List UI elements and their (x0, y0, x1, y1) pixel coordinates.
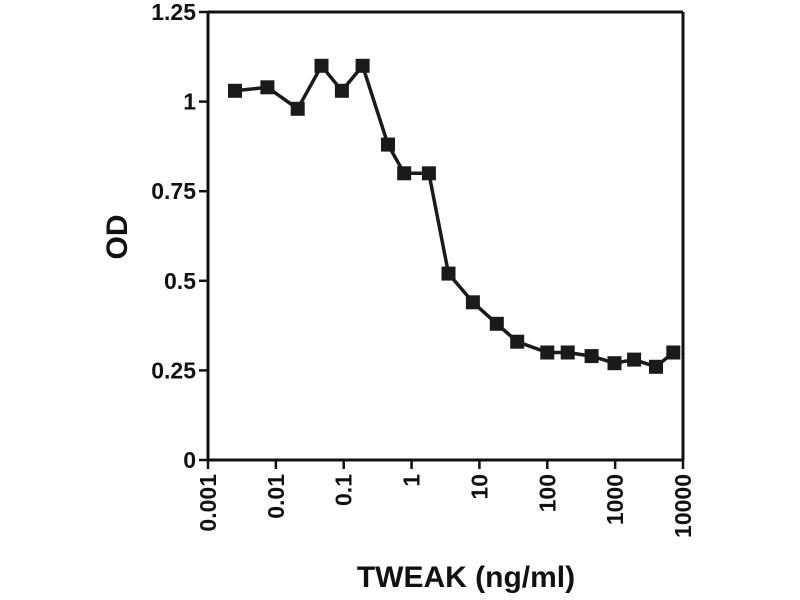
data-point-marker (228, 83, 242, 98)
x-tick-label: 1 (399, 474, 425, 487)
data-series (228, 58, 681, 374)
y-tick-label: 1 (183, 89, 196, 115)
x-tick-label: 10000 (670, 474, 696, 538)
data-point-marker (381, 137, 395, 152)
y-tick-label: 0.75 (151, 178, 196, 204)
plot-frame (206, 10, 685, 462)
x-tick-label: 1000 (602, 474, 628, 525)
x-tick-label: 100 (534, 474, 560, 512)
data-point-marker (397, 166, 412, 181)
data-point-marker (540, 345, 555, 360)
data-point-marker (441, 266, 456, 281)
x-axis-title: TWEAK (ng/ml) (357, 561, 575, 594)
y-tick-label: 0.25 (151, 357, 196, 383)
data-point-marker (627, 352, 642, 367)
data-point-marker (510, 334, 525, 349)
x-axis: 0.001 0.01 0.1 1 10 100 1000 10000 (195, 460, 696, 538)
data-point-marker (649, 359, 663, 374)
data-point-marker (290, 101, 305, 116)
data-point-marker (584, 349, 599, 364)
y-tick-label: 0 (183, 447, 196, 473)
x-tick-label: 10 (466, 474, 492, 500)
data-point-marker (607, 356, 622, 371)
data-point-marker (421, 166, 436, 181)
data-point-marker (314, 58, 329, 73)
x-tick-label: 0.001 (195, 474, 221, 532)
data-point-marker (489, 316, 504, 331)
y-axis-title: OD (101, 215, 134, 260)
data-point-marker (465, 295, 480, 310)
x-tick-label: 0.1 (331, 474, 357, 506)
x-tick-label: 0.01 (263, 474, 289, 519)
data-point-marker (666, 345, 681, 360)
y-axis: 0 0.25 0.5 0.75 1 1.25 (151, 0, 208, 473)
data-point-marker (560, 345, 575, 360)
y-tick-label: 0.5 (164, 268, 196, 294)
data-point-marker (334, 83, 349, 98)
y-tick-label: 1.25 (151, 0, 196, 25)
data-point-marker (355, 58, 370, 73)
data-point-marker (260, 80, 275, 95)
